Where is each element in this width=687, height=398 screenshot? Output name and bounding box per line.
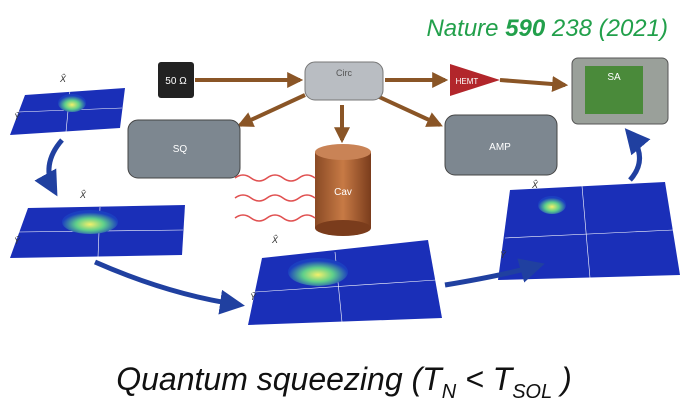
cavity-top	[315, 144, 371, 160]
y-label: Ŷ	[250, 292, 257, 302]
x-label: X̂	[271, 235, 279, 245]
panel: X̂ Ŷ	[10, 190, 185, 258]
y-label: Ŷ	[500, 250, 507, 260]
squeezer-label: SQ	[173, 144, 188, 155]
journal: Nature	[426, 15, 498, 42]
citation: Nature 590 238 (2021)	[426, 15, 668, 42]
caption-sub: N	[442, 381, 457, 398]
caption-text: Quantum squeezing (T	[116, 361, 444, 397]
panel: X̂ Ŷ	[248, 235, 442, 325]
paramp-label: AMP	[489, 142, 511, 153]
cavity-base	[315, 220, 371, 236]
circulator-label: Circ	[336, 68, 352, 78]
y-label: Ŷ	[14, 236, 21, 246]
caption-text: )	[552, 361, 572, 397]
pages: 238 (2021)	[551, 15, 668, 42]
panel: X̂ Ŷ	[10, 74, 125, 135]
x-label: X̂	[79, 190, 87, 200]
panel: X̂ Ŷ	[498, 180, 680, 280]
cavity-label: Cav	[334, 187, 352, 198]
figure: Nature 590 238 (2021) 50 Ω Circ HEMT SA …	[0, 0, 687, 398]
hemt-label: HEMT	[456, 77, 479, 86]
caption-text: < T	[456, 361, 514, 397]
caption: Quantum squeezing (TN < TSQL )	[116, 361, 572, 398]
x-label: X̂	[59, 74, 67, 84]
analyzer-label: SA	[607, 72, 621, 83]
photons	[235, 175, 315, 221]
caption-sub: SQL	[512, 381, 552, 398]
volume: 590	[505, 15, 546, 42]
y-label: Ŷ	[14, 112, 21, 122]
load-label: 50 Ω	[165, 76, 187, 87]
x-label: X̂	[531, 180, 539, 190]
